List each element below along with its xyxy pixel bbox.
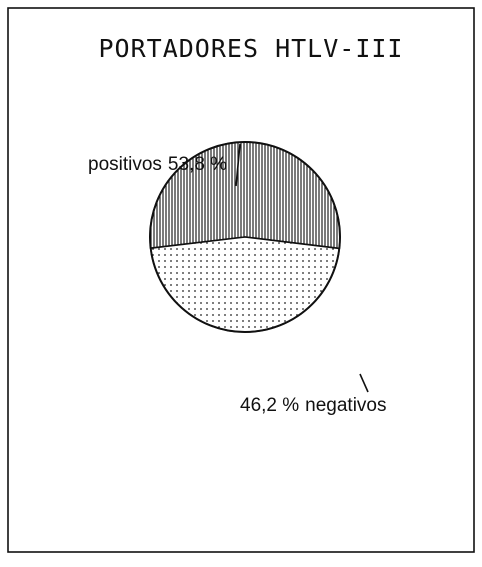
chart-title: PORTADORES HTLV-III [99, 34, 404, 63]
pie-slice [149, 236, 341, 333]
slice-label: positivos [88, 154, 162, 175]
value-label: 46,2 % [240, 395, 299, 416]
leader-line [235, 143, 241, 187]
slice-label: negativos [305, 395, 386, 416]
value-label: 53,8 % [168, 154, 227, 175]
leader-line [359, 373, 369, 393]
frame [7, 7, 475, 553]
pie-outline [149, 141, 341, 333]
